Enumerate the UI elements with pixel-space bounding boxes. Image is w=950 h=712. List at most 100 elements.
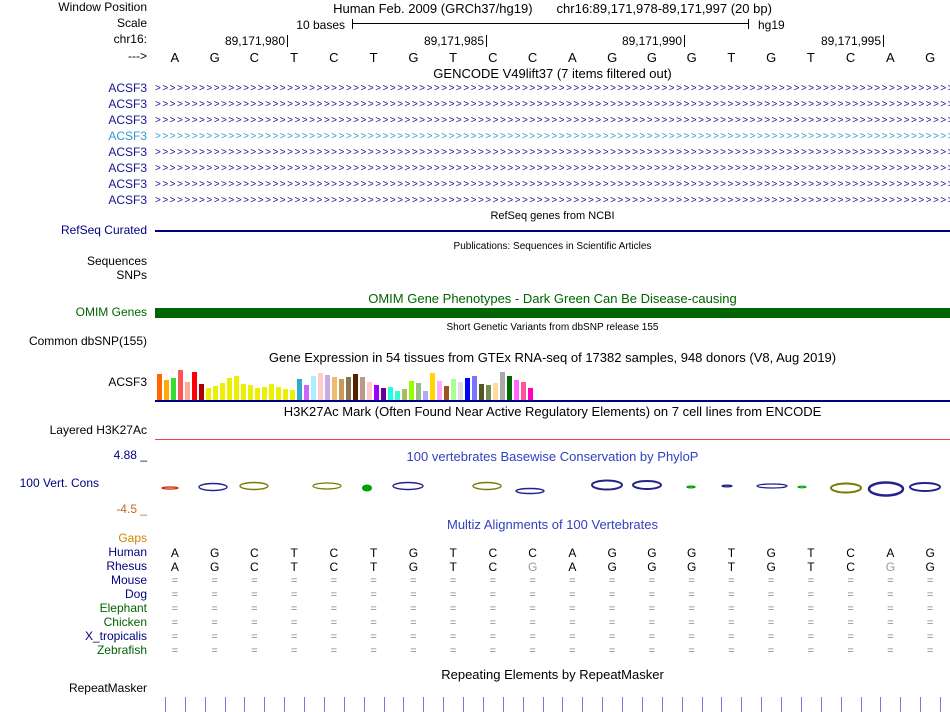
gtex-tissue-bar[interactable]	[325, 375, 330, 400]
phylop-track[interactable]	[155, 464, 950, 504]
gtex-tissue-bar[interactable]	[157, 374, 162, 400]
species-label[interactable]: Elephant	[99, 602, 147, 616]
gtex-tissue-bar[interactable]	[171, 378, 176, 400]
gtex-tissue-bar[interactable]	[206, 388, 211, 400]
phylop-track-label[interactable]: 100 Vert. Cons	[19, 477, 99, 491]
gtex-tissue-bar[interactable]	[444, 386, 449, 400]
gtex-tissue-bar[interactable]	[451, 379, 456, 400]
gtex-tissue-bar[interactable]	[241, 384, 246, 400]
gtex-tissue-bar[interactable]	[472, 376, 477, 400]
transcript-intron-arrows[interactable]: >>>>>>>>>>>>>>>>>>>>>>>>>>>>>>>>>>>>>>>>…	[155, 99, 950, 110]
refseq-curated-label[interactable]: RefSeq Curated	[60, 224, 147, 238]
gtex-tissue-bar[interactable]	[479, 384, 484, 400]
gtex-tissue-bar[interactable]	[423, 391, 428, 400]
gtex-tissue-bar[interactable]	[304, 385, 309, 400]
gtex-tissue-bar[interactable]	[164, 380, 169, 400]
gtex-tissue-bar[interactable]	[402, 389, 407, 400]
gene-label[interactable]: ACSF3	[108, 162, 147, 176]
refseq-curated-track[interactable]	[155, 223, 950, 239]
gtex-tissue-bar[interactable]	[220, 383, 225, 400]
gene-label[interactable]: ACSF3	[108, 178, 147, 192]
gtex-tissue-bar[interactable]	[395, 391, 400, 400]
gene-label[interactable]: ACSF3	[108, 98, 147, 112]
gtex-tissue-bar[interactable]	[192, 372, 197, 400]
common-dbsnp-label[interactable]: Common dbSNP(155)	[28, 335, 147, 349]
gene-label[interactable]: ACSF3	[108, 130, 147, 144]
gtex-tissue-bar[interactable]	[409, 381, 414, 400]
transcript-intron-arrows[interactable]: >>>>>>>>>>>>>>>>>>>>>>>>>>>>>>>>>>>>>>>>…	[155, 195, 950, 206]
gtex-tissue-bar[interactable]	[318, 373, 323, 400]
species-label[interactable]: Gaps	[118, 532, 147, 546]
gtex-tissue-bar[interactable]	[486, 385, 491, 400]
gtex-tissue-bar[interactable]	[269, 384, 274, 400]
gtex-tissue-bar[interactable]	[521, 382, 526, 400]
snps-label[interactable]: SNPs	[116, 269, 147, 283]
refseq-curated-item[interactable]	[155, 230, 950, 232]
gtex-tissue-bar[interactable]	[507, 376, 512, 400]
transcript-intron-arrows[interactable]: >>>>>>>>>>>>>>>>>>>>>>>>>>>>>>>>>>>>>>>>…	[155, 147, 950, 158]
gtex-tissue-bar[interactable]	[185, 382, 190, 400]
sequences-label[interactable]: Sequences	[86, 255, 147, 269]
gtex-tissue-bar[interactable]	[199, 384, 204, 400]
alignment-base: G	[925, 560, 935, 574]
gtex-tissue-bar[interactable]	[227, 378, 232, 400]
gtex-tissue-bar[interactable]	[430, 373, 435, 400]
gtex-tissue-bar[interactable]	[276, 387, 281, 400]
gtex-tissue-bar[interactable]	[514, 380, 519, 400]
layered-h3k27ac-track[interactable]	[155, 420, 950, 442]
gtex-tissue-bar[interactable]	[437, 381, 442, 400]
gtex-tissue-bar[interactable]	[290, 390, 295, 400]
transcript-intron-arrows[interactable]: >>>>>>>>>>>>>>>>>>>>>>>>>>>>>>>>>>>>>>>>…	[155, 179, 950, 190]
gtex-tissue-bar[interactable]	[332, 377, 337, 400]
gtex-tissue-bar[interactable]	[465, 378, 470, 400]
gtex-tissue-bar[interactable]	[493, 383, 498, 400]
omim-genes-label[interactable]: OMIM Genes	[75, 306, 147, 320]
transcript-intron-arrows[interactable]: >>>>>>>>>>>>>>>>>>>>>>>>>>>>>>>>>>>>>>>>…	[155, 83, 950, 94]
gtex-tissue-bar[interactable]	[346, 377, 351, 400]
gtex-track[interactable]	[155, 364, 950, 402]
gtex-tissue-bar[interactable]	[339, 379, 344, 400]
gene-label[interactable]: ACSF3	[108, 82, 147, 96]
gtex-tissue-bar[interactable]	[255, 388, 260, 400]
gtex-tissue-bar[interactable]	[381, 388, 386, 400]
gtex-tissue-bar[interactable]	[528, 388, 533, 400]
transcript-intron-arrows[interactable]: >>>>>>>>>>>>>>>>>>>>>>>>>>>>>>>>>>>>>>>>…	[155, 131, 950, 142]
gtex-tissue-bar[interactable]	[458, 382, 463, 400]
species-label[interactable]: Dog	[124, 588, 147, 602]
gtex-tissue-bar[interactable]	[283, 389, 288, 400]
gene-label[interactable]: ACSF3	[108, 194, 147, 208]
species-label[interactable]: Rhesus	[106, 560, 147, 574]
gtex-tissue-bar[interactable]	[374, 385, 379, 400]
species-label[interactable]: Mouse	[110, 574, 147, 588]
repeatmasker-label[interactable]: RepeatMasker	[68, 682, 147, 696]
gene-label[interactable]: ACSF3	[108, 146, 147, 160]
gtex-tissue-bar[interactable]	[416, 383, 421, 400]
gtex-tissue-bar[interactable]	[262, 387, 267, 400]
gtex-tissue-bar[interactable]	[213, 386, 218, 400]
gtex-tissue-bar[interactable]	[353, 374, 358, 400]
layered-h3k27ac-row: Layered H3K27Ac	[0, 420, 950, 442]
omim-gene-item[interactable]	[155, 308, 950, 318]
gtex-tissue-bar[interactable]	[248, 385, 253, 400]
transcript-intron-arrows[interactable]: >>>>>>>>>>>>>>>>>>>>>>>>>>>>>>>>>>>>>>>>…	[155, 115, 950, 126]
gtex-tissue-bar[interactable]	[360, 377, 365, 400]
gtex-tissue-bar[interactable]	[367, 382, 372, 400]
gtex-gene-label[interactable]: ACSF3	[108, 376, 147, 390]
omim-genes-track[interactable]	[155, 305, 950, 321]
gtex-tissue-bar[interactable]	[311, 376, 316, 400]
gtex-tissue-bar[interactable]	[178, 370, 183, 400]
layered-h3k27ac-label[interactable]: Layered H3K27Ac	[49, 424, 147, 438]
ruler-track[interactable]: 89,171,980 89,171,985 89,171,990 89,171,995	[155, 32, 950, 48]
gtex-tissue-bar[interactable]	[388, 387, 393, 400]
species-label[interactable]: Human	[108, 546, 147, 560]
species-label[interactable]: Chicken	[103, 616, 147, 630]
gtex-tissue-bar[interactable]	[234, 376, 239, 400]
alignment-track: = = = = = = = = = = = = = = = = = = = =	[155, 588, 950, 602]
species-label[interactable]: Zebrafish	[96, 644, 147, 658]
gtex-tissue-bar[interactable]	[297, 379, 302, 400]
gtex-tissue-bar[interactable]	[500, 372, 505, 400]
species-label[interactable]: X_tropicalis	[84, 630, 147, 644]
transcript-intron-arrows[interactable]: >>>>>>>>>>>>>>>>>>>>>>>>>>>>>>>>>>>>>>>>…	[155, 163, 950, 174]
gene-label[interactable]: ACSF3	[108, 114, 147, 128]
